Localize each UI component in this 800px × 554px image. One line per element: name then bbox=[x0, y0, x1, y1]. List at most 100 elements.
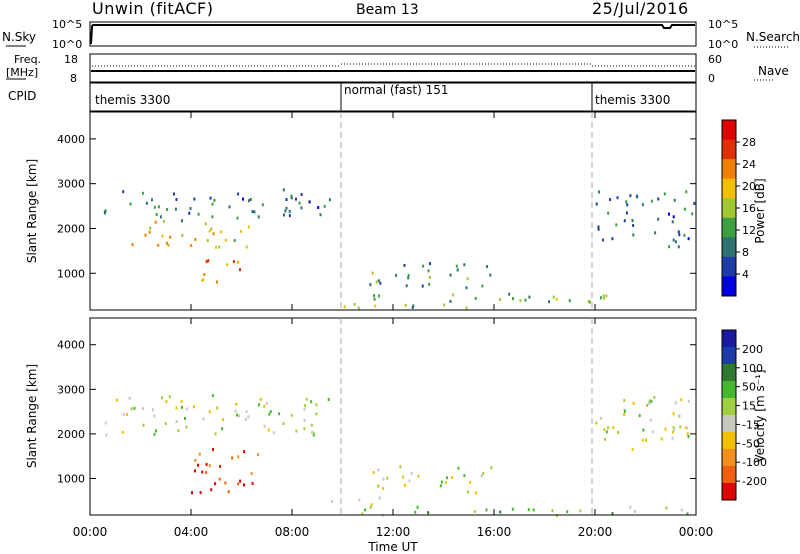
power-cell bbox=[203, 273, 206, 276]
velocity-cell bbox=[451, 476, 454, 479]
power-cell bbox=[519, 299, 522, 303]
power-cell bbox=[151, 198, 153, 202]
velocity-y-tick-label: 3000 bbox=[57, 383, 85, 396]
power-cell bbox=[224, 238, 227, 242]
power-cell bbox=[173, 192, 175, 196]
power-cell bbox=[282, 188, 285, 192]
power-cell bbox=[290, 194, 293, 198]
power-cell bbox=[131, 243, 134, 247]
velocity-cell bbox=[457, 466, 460, 470]
power-cell bbox=[300, 206, 303, 210]
velocity-cell bbox=[651, 430, 654, 434]
power-cell bbox=[674, 240, 677, 244]
power-cell bbox=[157, 205, 160, 209]
velocity-cell bbox=[202, 417, 205, 421]
velocity-cell bbox=[440, 480, 443, 484]
velocity-cell bbox=[680, 508, 683, 512]
velocity-cell bbox=[161, 396, 164, 400]
velocity-cell bbox=[231, 456, 234, 460]
power-cell bbox=[379, 281, 382, 285]
velocity-cell bbox=[214, 432, 217, 436]
velocity-cell bbox=[623, 399, 626, 402]
power-cell bbox=[465, 306, 468, 310]
velocity-cell bbox=[303, 427, 306, 431]
power-cell bbox=[308, 200, 311, 204]
power-cell bbox=[285, 198, 288, 201]
velocity-cell bbox=[467, 490, 469, 494]
velocity-cell bbox=[358, 498, 361, 502]
velocity-cell bbox=[566, 510, 569, 514]
velocity-cell bbox=[685, 426, 687, 430]
power-cell bbox=[245, 245, 248, 249]
power-cell bbox=[257, 215, 260, 219]
velocity-cell bbox=[679, 425, 682, 429]
velocity-cell bbox=[214, 482, 217, 486]
velocity-cell bbox=[263, 424, 266, 428]
power-cell bbox=[210, 227, 213, 231]
velocity-cell bbox=[632, 401, 635, 405]
power-cell bbox=[691, 212, 694, 216]
freq-label-line1: Freq. bbox=[14, 53, 42, 66]
power-cell bbox=[605, 294, 608, 298]
velocity-cell bbox=[211, 394, 214, 398]
velocity-cell bbox=[623, 413, 626, 416]
velocity-cell bbox=[272, 431, 275, 435]
power-cell bbox=[631, 219, 634, 223]
power-cell bbox=[157, 243, 160, 247]
x-tick-label: 04:00 bbox=[174, 525, 209, 539]
power-cell bbox=[404, 303, 407, 307]
power-y-tick-label: 4000 bbox=[57, 133, 85, 146]
nsky-tick-top-left: 10^5 bbox=[52, 18, 83, 31]
velocity-cell bbox=[128, 396, 131, 400]
power-cbar-swatch bbox=[722, 237, 736, 258]
x-axis-title: Time UT bbox=[367, 540, 418, 554]
cpid-panel-frame bbox=[89, 82, 697, 112]
velocity-cell bbox=[168, 395, 171, 399]
power-cell bbox=[650, 199, 653, 203]
cpid-segment-1: themis 3300 bbox=[95, 93, 171, 107]
velocity-cell bbox=[490, 466, 493, 470]
velocity-cell bbox=[130, 407, 133, 411]
power-cell bbox=[474, 296, 477, 300]
nsky-tick-top-right: 10^5 bbox=[708, 18, 739, 31]
power-cell bbox=[632, 233, 635, 237]
power-cell bbox=[428, 262, 431, 266]
nsky-label: N.Sky bbox=[2, 30, 37, 44]
velocity-cell bbox=[445, 476, 448, 480]
velocity-cell bbox=[177, 429, 180, 433]
velocity-cell bbox=[480, 474, 483, 478]
velocity-cell bbox=[235, 402, 238, 406]
power-cell bbox=[657, 197, 660, 201]
velocity-cell bbox=[257, 403, 260, 407]
power-cell bbox=[159, 215, 162, 219]
power-cell bbox=[295, 197, 297, 201]
velocity-cell bbox=[631, 447, 634, 451]
power-panel-frame bbox=[89, 111, 697, 311]
power-cell bbox=[641, 203, 644, 207]
velocity-cell bbox=[197, 463, 199, 467]
velocity-cell bbox=[180, 400, 183, 404]
power-cell bbox=[626, 203, 629, 207]
velocity-cell bbox=[427, 511, 430, 515]
power-cell bbox=[149, 226, 152, 230]
power-cell bbox=[607, 211, 610, 215]
power-cell bbox=[290, 196, 293, 200]
power-cell bbox=[197, 212, 200, 216]
velocity-y-tick-label: 2000 bbox=[57, 428, 85, 441]
velocity-cell bbox=[219, 464, 222, 468]
velocity-cell bbox=[617, 430, 619, 434]
power-y-tick-label: 2000 bbox=[57, 222, 85, 235]
velocity-y-tick-label: 4000 bbox=[57, 339, 85, 352]
velocity-cell bbox=[687, 399, 690, 403]
power-cell bbox=[154, 220, 157, 224]
velocity-cell bbox=[201, 470, 204, 474]
power-cell bbox=[283, 213, 285, 217]
power-cell bbox=[635, 194, 638, 198]
velocity-cell bbox=[245, 410, 248, 413]
velocity-cell bbox=[243, 483, 245, 487]
velocity-cell bbox=[386, 476, 389, 480]
power-cell bbox=[412, 304, 415, 308]
nave-label: Nave bbox=[758, 64, 789, 78]
velocity-cell bbox=[221, 427, 224, 431]
power-cell bbox=[153, 205, 156, 209]
